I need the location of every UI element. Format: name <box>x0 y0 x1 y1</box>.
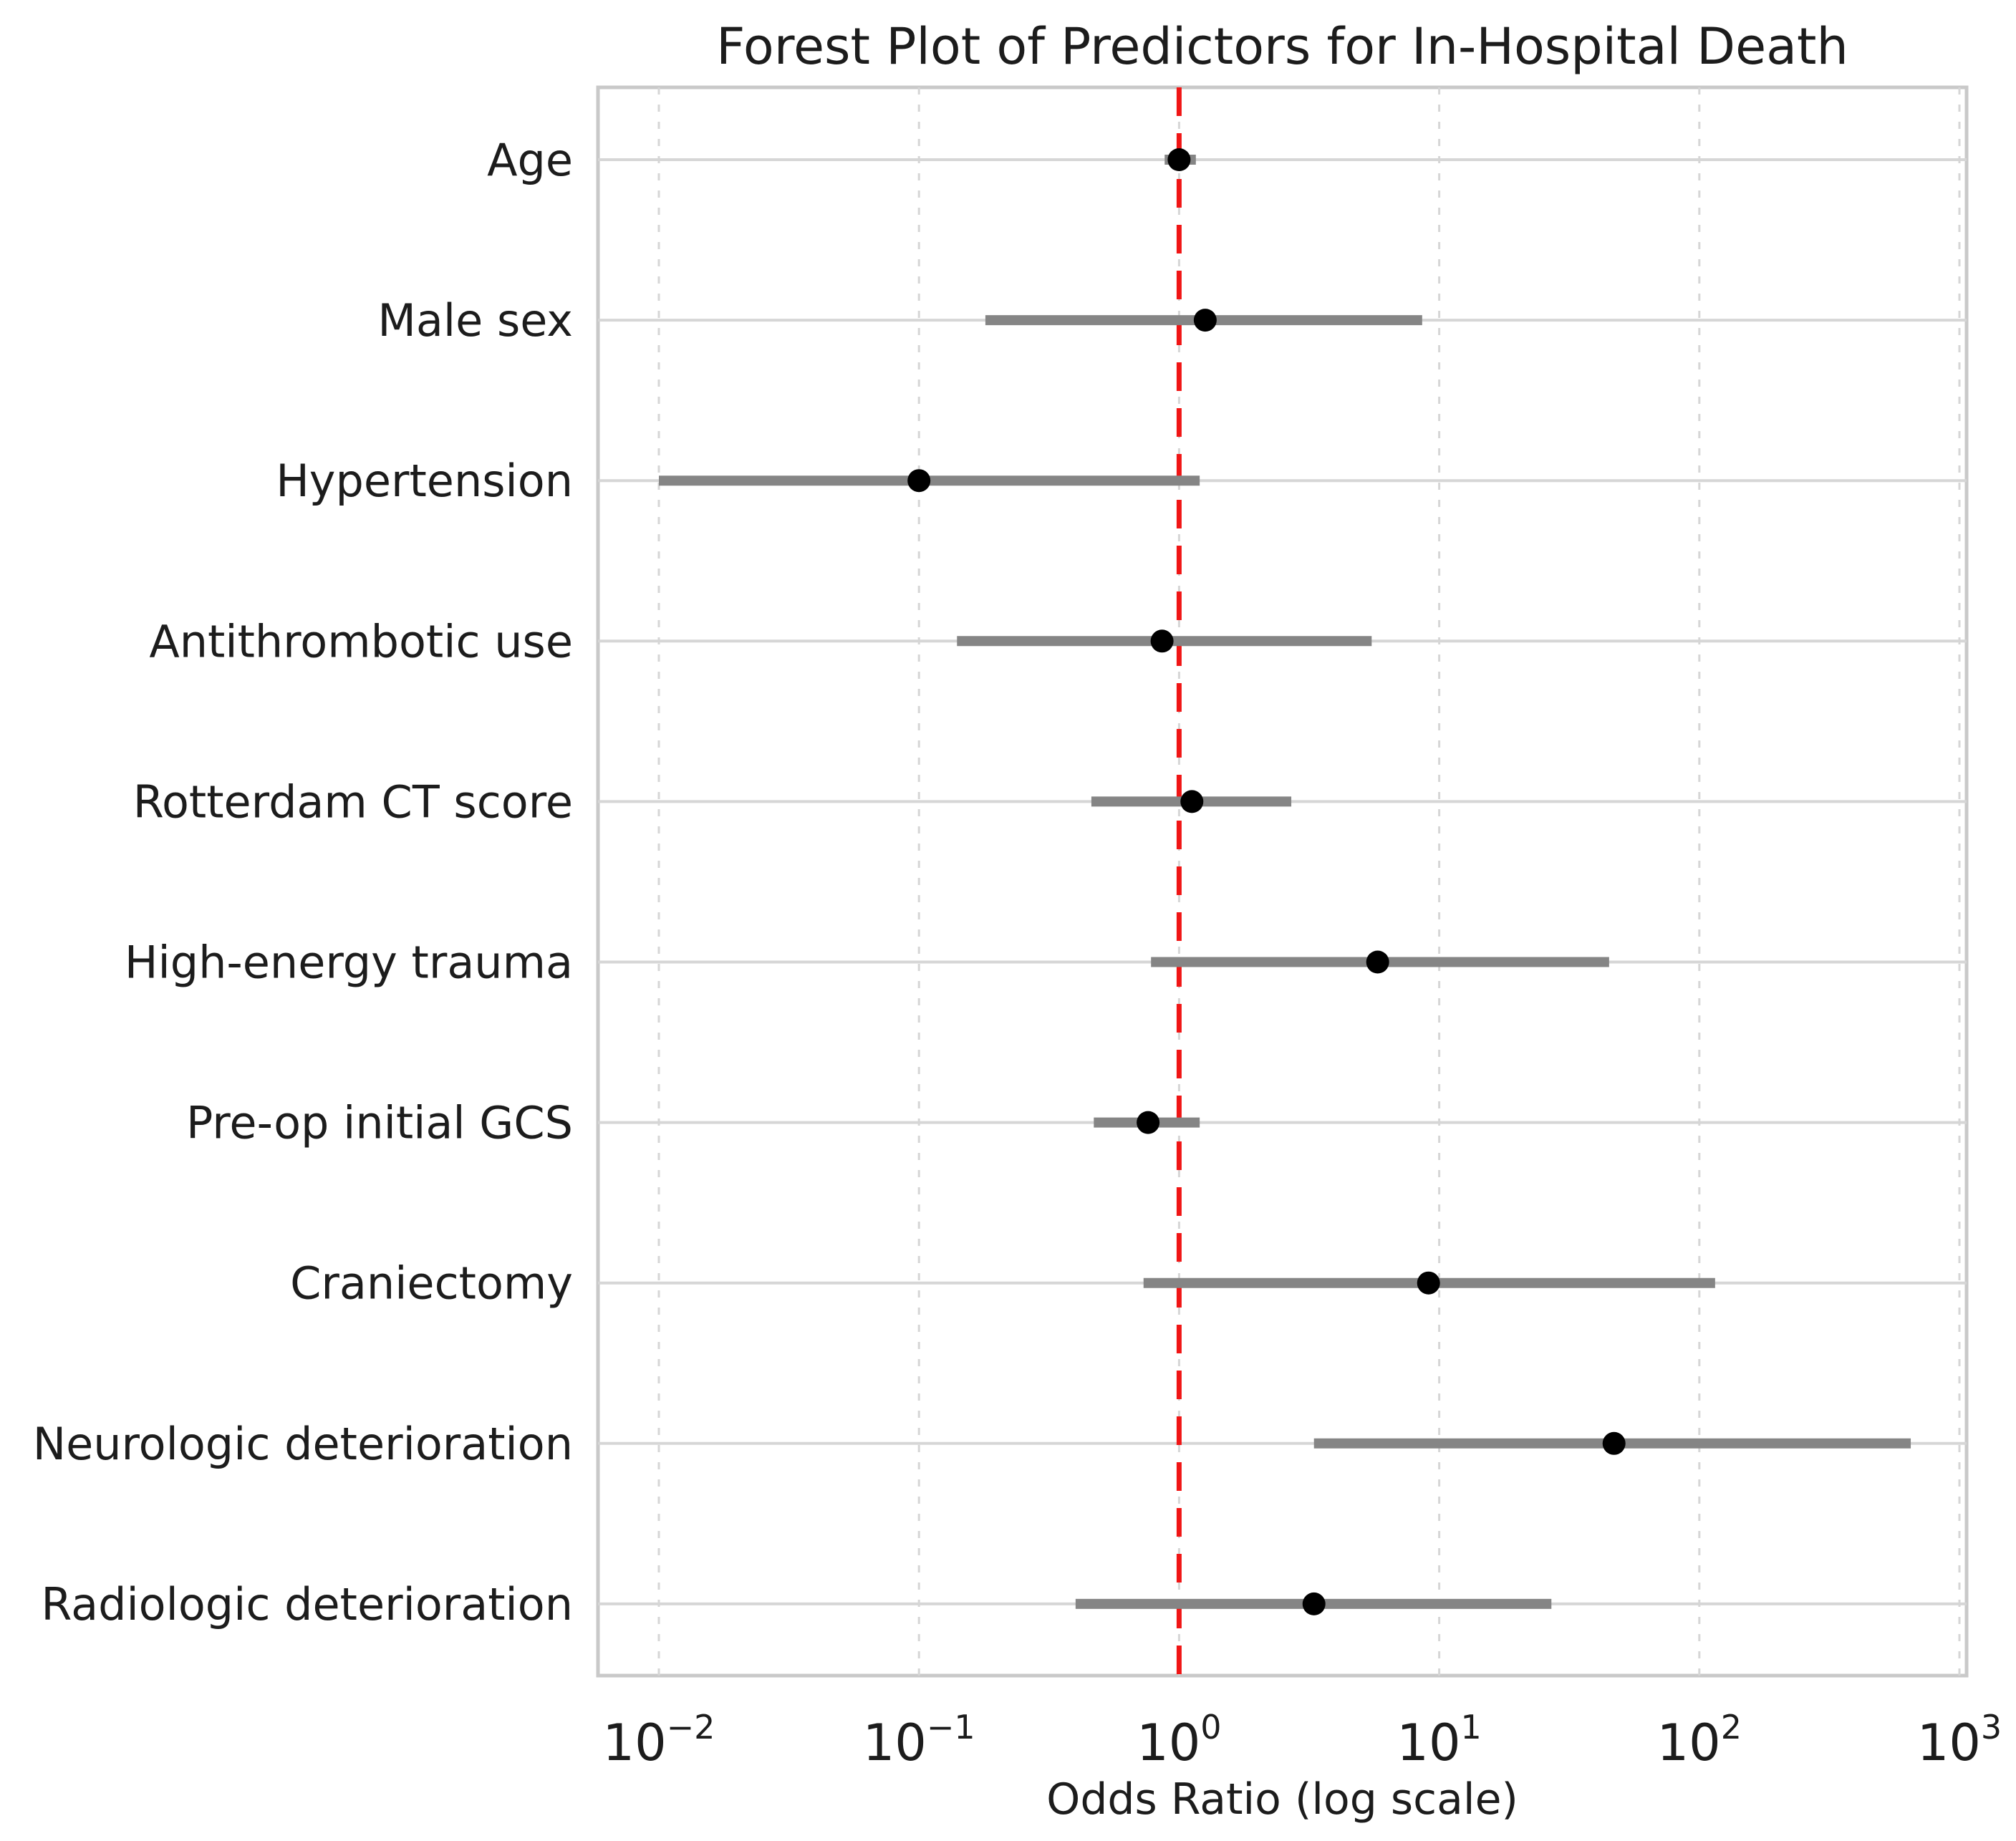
category-label: High-energy trauma <box>125 937 573 989</box>
x-tick-label: 102 <box>1657 1708 1742 1772</box>
point-estimate <box>1417 1271 1440 1295</box>
x-tick-label: 101 <box>1397 1708 1481 1772</box>
point-estimate <box>1180 790 1204 813</box>
x-tick-label: 10−2 <box>603 1708 715 1772</box>
x-axis-label: Odds Ratio (log scale) <box>1046 1774 1518 1825</box>
category-label: Male sex <box>377 294 573 347</box>
plot-area <box>596 85 1969 1678</box>
point-estimate <box>1193 309 1217 332</box>
chart-title: Forest Plot of Predictors for In-Hospita… <box>716 17 1848 76</box>
point-estimate <box>1602 1431 1626 1455</box>
x-tick-label: 100 <box>1137 1708 1221 1772</box>
category-label: Age <box>487 134 573 186</box>
point-estimate <box>1137 1111 1160 1134</box>
x-tick-label: 103 <box>1917 1708 2002 1772</box>
point-estimate <box>1150 629 1174 653</box>
x-tick-label: 10−1 <box>863 1708 975 1772</box>
category-label: Neurologic deterioration <box>33 1418 573 1470</box>
category-label: Antithrombotic use <box>149 615 573 667</box>
category-label: Radiologic deterioration <box>41 1578 573 1630</box>
point-estimate <box>1302 1592 1326 1615</box>
category-label: Craniectomy <box>290 1257 573 1310</box>
point-estimate <box>1366 950 1389 974</box>
point-estimate <box>1167 148 1191 171</box>
category-label: Hypertension <box>276 455 573 507</box>
point-estimate <box>907 469 931 493</box>
category-label: Pre-op initial GCS <box>186 1097 573 1149</box>
category-label: Rotterdam CT score <box>133 775 573 828</box>
